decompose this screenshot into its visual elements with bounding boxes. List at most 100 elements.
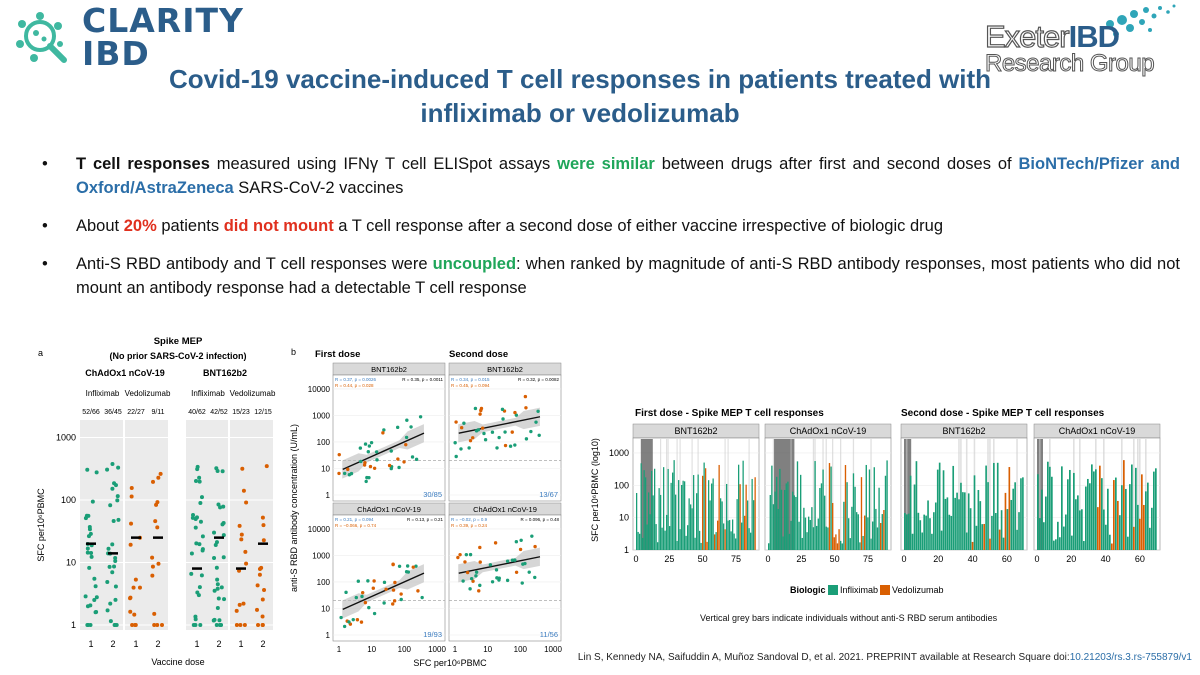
panel-a-point [130,623,135,627]
panel-a-point [197,585,202,590]
panel-c-bar [705,468,707,550]
panel-b-point [518,547,523,552]
panel-a-point [115,498,120,503]
panel-b-point [503,443,508,448]
doi-link[interactable]: 10.21203/rs.3.rs-755879/v1 [1069,652,1192,663]
panel-c-xtick: 20 [1066,554,1076,564]
panel-c-bar [718,464,720,550]
panel-c-grey-bar [676,439,678,550]
panel-a-facet-bg [230,420,273,630]
panel-c-xtick: 50 [830,554,840,564]
panel-c-bar [693,475,695,550]
panel-a-point [113,559,118,564]
panel-a-point [87,565,92,570]
panel-a-point [193,617,198,622]
panel-a-point [260,614,265,619]
panel-b-xtick: 1 [337,645,342,654]
panel-b-point [372,466,377,470]
panel-c-bar [973,475,976,550]
panel-b-point [391,562,395,567]
panel-c-bar [1095,469,1097,550]
panel-a-point [214,466,219,471]
panel-b-count: 13/67 [539,490,558,499]
panel-c-bar [993,462,995,550]
panel-c-bar [981,524,984,550]
panel-b-ytick: 1 [326,491,331,500]
panel-a-point [237,602,242,607]
panel-c-bar [977,490,980,550]
panel-c-bar [657,542,659,550]
panel-c-bar [983,523,985,550]
panel-c-bar [1081,509,1083,550]
panel-c-bar [1105,524,1107,550]
panel-c-bar [1127,536,1129,550]
panel-b-point [410,455,415,459]
panel-a-point [89,550,94,555]
panel-a-point [262,587,267,592]
panel-c-bar [952,465,955,550]
panel-a-point [110,486,115,491]
panel-c-bar [1022,477,1024,550]
panel-b-point [367,605,371,610]
panel-c-bar [911,533,914,550]
panel-a-point [108,503,113,508]
panel-b-point [483,437,488,442]
panel-b-point [405,564,410,568]
panel-c-bar [812,527,815,550]
panel-c-grey-bar [989,439,991,550]
panel-c-bar [857,514,859,550]
panel-c-bar [905,514,908,550]
panel-c-bar [682,480,684,550]
panel-b-point [533,544,537,549]
panel-c-bar [962,492,964,550]
panel-a-point [255,607,260,612]
panel-c-strip-label: ChAdOx1 nCoV-19 [790,426,867,436]
panel-c-bar [801,537,803,550]
panel-c-bar [1039,518,1041,550]
panel-c-bar [1057,521,1059,550]
panel-a-count: 40/62 [188,409,206,416]
panel-b-point [416,589,420,593]
panel-b-point [497,578,501,582]
panel-c-bar [721,501,723,550]
panel-c-bar [828,463,831,550]
panel-a-point [189,551,194,556]
panel-c-bar [923,514,925,550]
panel-c-bar [741,522,743,550]
panel-b-stat: R = 0.34, p = 0.015 [451,377,490,382]
panel-c-bar [996,462,999,550]
panel-b-point [530,534,534,538]
panel-c-bar [1067,479,1069,550]
panel-b-ytick: 1000 [312,551,330,560]
panel-c-bar [747,500,749,550]
panel-a-point [150,479,155,484]
panel-c-bar [830,466,832,550]
panel-b-stat: R = 0.21, p = 0.094 [335,517,374,522]
panel-b-point [468,438,473,443]
panel-c-bar [884,475,887,550]
panel-c-bar [862,535,864,550]
panel-c-bar [748,528,750,550]
panel-c-bar [975,525,978,550]
panel-a-point [108,601,113,606]
panel-c-bar [925,515,927,550]
panel-c-bar [1010,499,1013,550]
panel-a-point [105,467,110,472]
panel-c-bar [679,529,681,550]
exeter-word: Exeter [984,19,1070,54]
panel-b-point [468,552,473,557]
panel-c-grey-bar [790,439,792,550]
panel-c-bar [751,478,753,550]
panel-b-point [523,561,527,566]
panel-b-point [367,444,372,448]
panel-c-bar [651,470,653,550]
panel-a-point [94,470,99,475]
panel-a-point [128,596,133,601]
panel-b-point [397,465,401,470]
panel-c-bar [872,521,874,550]
panel-a-point [154,502,159,507]
panel-a-point [197,475,202,480]
clarity-ibd-logo-text: CLARITY IBD [82,1,244,73]
bullet-3: Anti-S RBD antibody and T cell responses… [42,252,1180,300]
panel-b-xtick: 10 [367,645,376,654]
